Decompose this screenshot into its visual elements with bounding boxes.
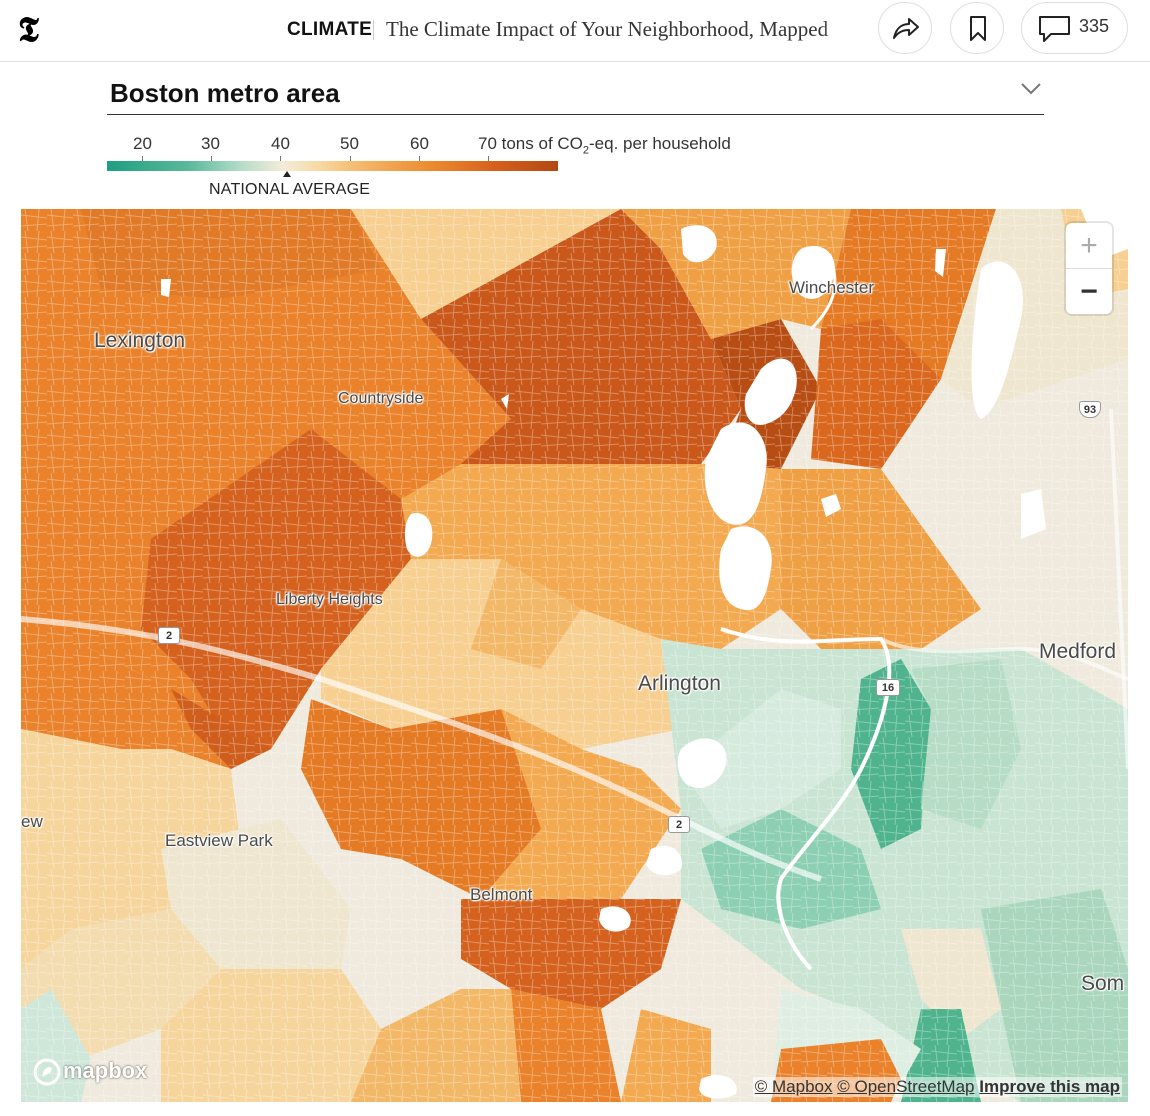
map-polygons [21,209,1128,1102]
share-button[interactable] [878,2,932,54]
place-label-countryside: Countryside [338,390,424,407]
headline-fade [820,8,870,52]
comments-button[interactable]: 335 [1021,2,1128,54]
share-icon [893,18,919,39]
place-label-liberty-heights: Liberty Heights [276,591,383,608]
article-headline: The Climate Impact of Your Neighborhood,… [386,17,829,41]
page-bottom [0,1102,1150,1116]
legend-tick: 60 [410,134,429,153]
legend-tick-line [211,156,212,165]
zoom-control: + − [1066,223,1112,314]
mapbox-logo-text: mapbox [63,1058,148,1083]
place-label-partial: ew [21,812,43,831]
bookmark-icon [970,16,986,41]
mapbox-logo[interactable]: mapbox [33,1058,147,1086]
place-label-winchester: Winchester [789,278,875,297]
region-selector-label: Boston metro area [110,78,340,108]
comment-icon [1039,16,1070,42]
place-label-somerville: Som [1081,972,1125,995]
legend-tick-line [280,156,281,165]
legend-tick: 30 [201,134,220,153]
save-button[interactable] [950,2,1004,54]
improve-map-link[interactable]: Improve this map [979,1077,1120,1096]
legend-tick: 50 [340,134,359,153]
legend-tick: 40 [271,134,290,153]
chevron-down-icon [1021,83,1041,95]
zoom-out-button[interactable]: − [1080,275,1098,308]
mapbox-mark-icon [33,1058,61,1086]
route-2-shield-icon: 2 [668,816,690,833]
mapbox-attribution-link[interactable]: © Mapbox [754,1077,833,1096]
place-label-belmont: Belmont [470,885,533,904]
place-label-eastview-park: Eastview Park [165,831,273,850]
legend-tick-line [142,156,143,165]
nyt-logo-icon[interactable]: 𝕿 [18,10,39,50]
region-selector[interactable]: Boston metro area [107,72,1044,115]
choropleth-map[interactable]: Lexington Countryside Winchester Liberty… [21,209,1128,1102]
legend-color-bar [107,161,558,171]
zoom-in-button[interactable]: + [1080,229,1098,262]
top-bar: 𝕿 CLIMATE The Climate Impact of Your Nei… [0,0,1150,62]
map-attribution: © Mapbox © OpenStreetMap Improve this ma… [752,1077,1122,1097]
route-2-shield-icon: 2 [158,627,180,644]
legend-tick-line [350,156,351,165]
interstate-93-shield-icon: 93 [1079,401,1101,418]
national-average-label: NATIONAL AVERAGE [209,181,371,198]
comment-count: 335 [1079,16,1110,36]
legend-tick: 20 [133,134,152,153]
legend-unit-label: 70 tons of CO2-eq. per household [478,134,731,157]
legend-tick-line [419,156,420,165]
zoom-divider [1066,268,1112,269]
divider [373,20,374,40]
route-16-shield-icon: 16 [876,679,900,696]
osm-attribution-link[interactable]: © OpenStreetMap [837,1077,975,1096]
place-label-lexington: Lexington [94,329,186,352]
section-label[interactable]: CLIMATE [287,19,373,40]
legend-tick-line [488,156,489,165]
place-label-arlington: Arlington [638,672,721,695]
place-label-medford: Medford [1039,640,1117,663]
color-legend: 20 30 40 50 60 70 tons of CO2-eq. per ho… [107,132,767,202]
national-average-marker [283,171,291,177]
